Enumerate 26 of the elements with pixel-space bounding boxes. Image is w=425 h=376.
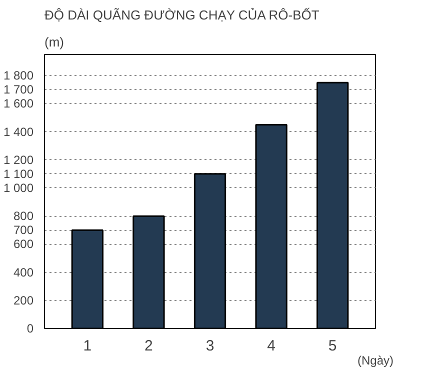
y-tick-label: 1 100	[3, 166, 34, 181]
y-tick-label: 1 400	[3, 124, 34, 139]
x-tick-label: 3	[206, 338, 214, 354]
bar	[316, 82, 349, 328]
x-tick-label: 2	[144, 338, 153, 354]
bar	[132, 215, 165, 328]
y-tick-label: 200	[13, 293, 34, 308]
chart-title: ĐỘ DÀI QUÃNG ĐƯỜNG CHẠY CỦA RÔ-BỐT	[44, 8, 320, 22]
x-tick-label: 5	[328, 338, 337, 354]
y-tick-label: 1 200	[3, 152, 34, 167]
y-tick-label: 400	[13, 265, 34, 280]
x-axis-title: (Ngày)	[357, 354, 394, 368]
y-tick-label: 0	[26, 322, 34, 336]
x-tick-label: 4	[267, 338, 276, 354]
x-tick-label: 1	[83, 338, 92, 354]
y-axis-title: (m)	[44, 34, 64, 50]
y-tick-label: 1 000	[3, 180, 34, 195]
bar	[71, 229, 104, 328]
bar	[194, 173, 226, 328]
y-tick-label: 1 700	[3, 82, 34, 97]
y-tick-label: 800	[13, 209, 34, 224]
y-tick-label: 1 800	[3, 68, 34, 83]
y-tick-label: 700	[13, 223, 34, 238]
bar	[255, 124, 288, 328]
y-tick-label: 600	[13, 237, 34, 252]
y-tick-label: 1 600	[3, 96, 34, 111]
